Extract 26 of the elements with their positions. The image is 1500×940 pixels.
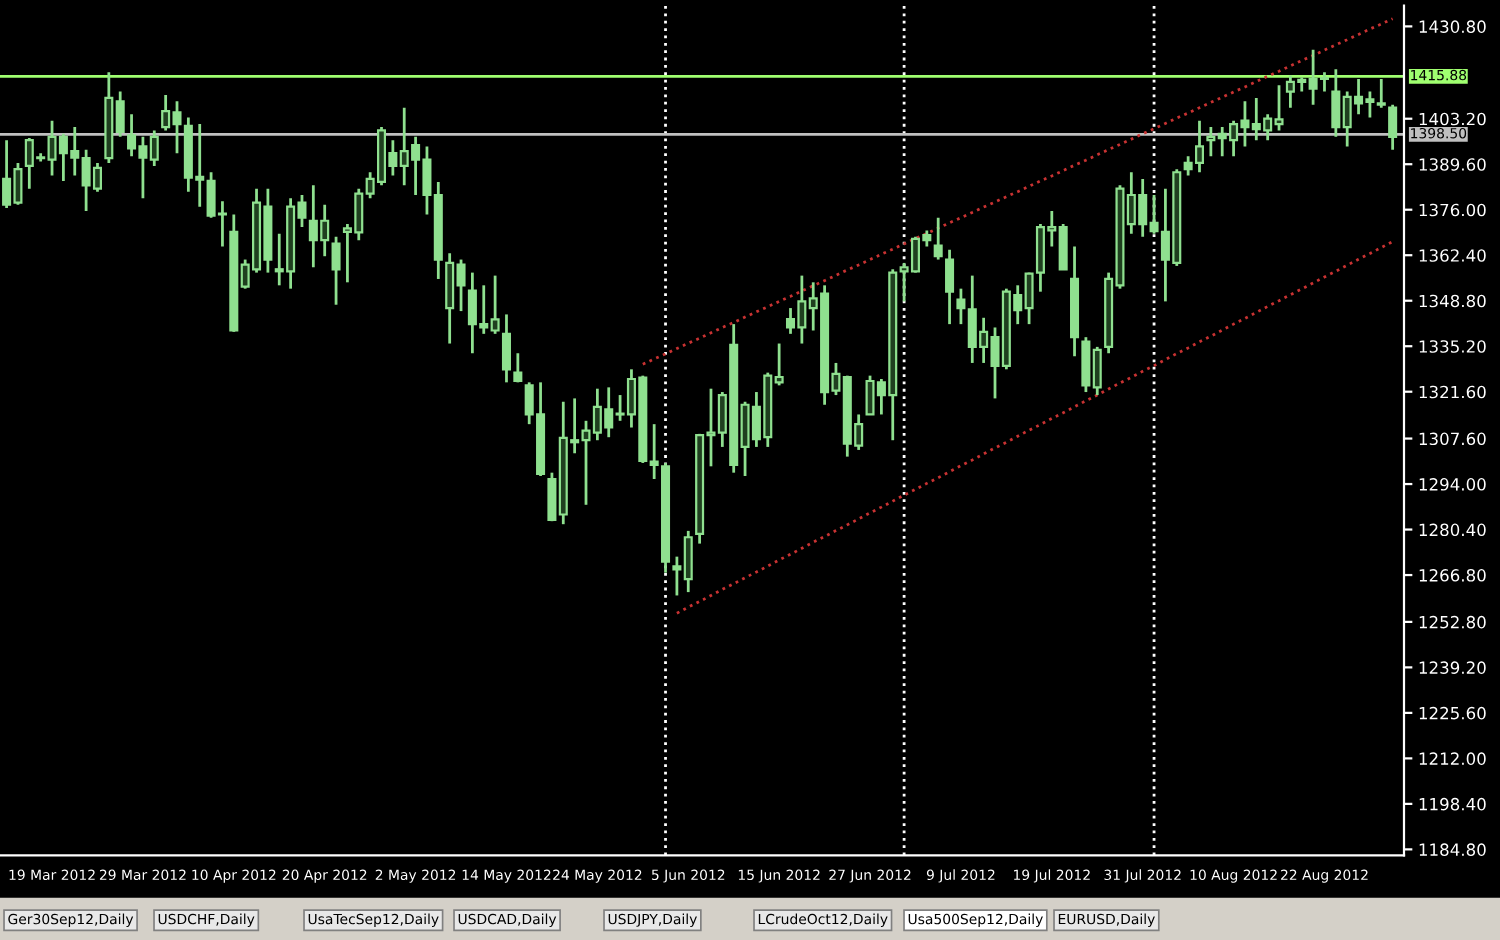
y-tick-label: 1280.40 xyxy=(1419,523,1486,537)
y-tick-label: 1252.80 xyxy=(1419,615,1486,629)
y-tick-label: 1389.60 xyxy=(1419,158,1486,171)
y-tick-label: 1239.20 xyxy=(1419,661,1486,674)
line-series xyxy=(641,17,1395,366)
y-tick-label: 1184.80 xyxy=(1419,843,1486,856)
y-tick-label: 1335.20 xyxy=(1419,340,1486,353)
y-tick-label: 1321.60 xyxy=(1419,385,1486,399)
y-tick-label: 1348.80 xyxy=(1419,294,1486,308)
candlestick xyxy=(331,235,341,307)
y-tick-label: 1225.60 xyxy=(1419,706,1486,720)
candlestick xyxy=(501,313,511,384)
y-tick-label: 1362.40 xyxy=(1419,249,1486,262)
line-series xyxy=(675,240,1395,615)
candlestick xyxy=(1388,103,1398,152)
y-tick-label: 1266.80 xyxy=(1419,569,1486,582)
y-tick-label: 1430.80 xyxy=(1419,20,1486,33)
candlestick xyxy=(513,351,523,384)
y-tick-label: 1294.00 xyxy=(1419,478,1486,491)
y-tick-label: 1198.40 xyxy=(1419,797,1486,811)
y-tick-label: 1376.00 xyxy=(1419,203,1486,217)
y-tick-label: 1307.60 xyxy=(1419,432,1486,446)
y-tick-label: 1212.00 xyxy=(1419,752,1486,765)
candlestick xyxy=(945,248,955,326)
y-tick-label: 1403.20 xyxy=(1419,112,1486,126)
candlestick xyxy=(933,216,943,261)
